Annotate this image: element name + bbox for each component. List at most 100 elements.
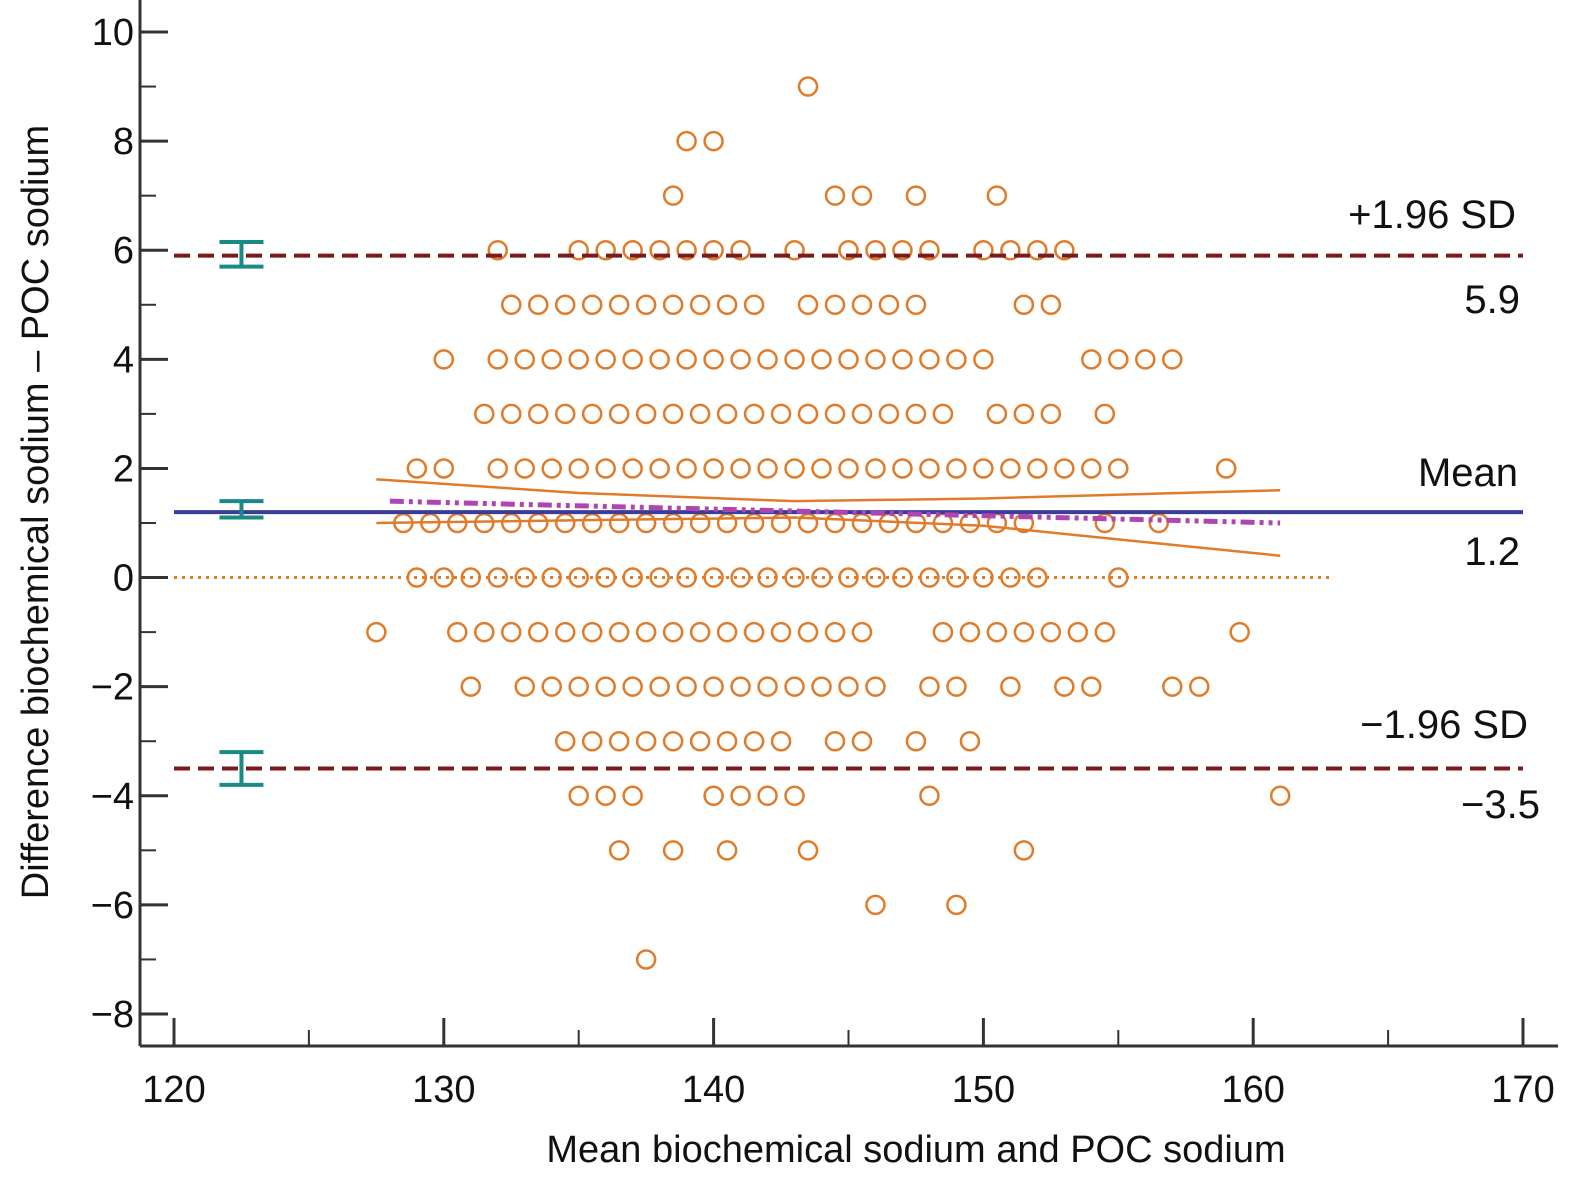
data-point <box>474 621 495 643</box>
data-point <box>1108 349 1129 370</box>
y-tick-label: 10 <box>92 12 134 54</box>
data-point <box>784 349 805 370</box>
x-tick-label: 160 <box>1221 1069 1284 1111</box>
data-point <box>554 730 576 752</box>
data-point <box>1000 676 1021 697</box>
y-tick-label: −6 <box>91 885 134 927</box>
data-point <box>608 403 630 425</box>
data-point <box>595 239 616 261</box>
data-point <box>851 730 873 752</box>
data-point <box>649 458 670 479</box>
data-point <box>608 621 630 643</box>
data-point <box>905 294 927 316</box>
data-point <box>541 676 562 697</box>
data-point <box>811 567 832 588</box>
data-point <box>1067 621 1089 643</box>
data-point <box>865 349 886 370</box>
data-point <box>501 403 522 425</box>
data-point <box>568 676 589 697</box>
data-point <box>932 403 954 425</box>
lower-loa-label: −1.96 SD <box>1360 703 1528 747</box>
data-point <box>1054 458 1075 479</box>
data-point <box>811 676 832 697</box>
data-point <box>541 349 562 370</box>
data-point <box>1000 239 1021 261</box>
data-point <box>851 512 873 534</box>
data-point <box>1000 567 1021 588</box>
data-point <box>811 349 832 370</box>
data-point <box>568 349 589 370</box>
data-point <box>1188 676 1210 697</box>
data-point <box>770 621 792 643</box>
data-point <box>635 512 657 534</box>
data-point <box>487 239 509 261</box>
x-tick-label: 120 <box>142 1069 205 1111</box>
data-point <box>649 349 670 370</box>
data-point <box>635 730 657 752</box>
data-point <box>797 294 819 316</box>
data-point <box>865 676 886 697</box>
data-point <box>716 730 738 752</box>
data-point <box>1269 785 1291 807</box>
data-point <box>514 349 535 370</box>
data-point <box>716 403 738 425</box>
data-point <box>527 512 549 534</box>
data-point <box>662 403 684 425</box>
data-point <box>433 349 455 370</box>
data-point <box>1013 294 1035 316</box>
data-point <box>474 403 495 425</box>
data-point <box>501 294 522 316</box>
data-point <box>622 785 643 807</box>
data-point <box>703 785 724 807</box>
data-point <box>568 567 589 588</box>
data-point <box>973 458 994 479</box>
data-point <box>865 894 886 916</box>
data-point <box>581 621 603 643</box>
data-point <box>1013 621 1035 643</box>
data-point <box>892 567 913 588</box>
data-point <box>676 567 697 588</box>
upper-loa-value: 5.9 <box>1464 278 1520 322</box>
x-tick-label: 170 <box>1491 1069 1554 1111</box>
data-point <box>581 730 603 752</box>
x-axis-label: Mean biochemical sodium and POC sodium <box>546 1129 1285 1171</box>
y-tick-label: 8 <box>113 121 134 163</box>
data-point <box>649 567 670 588</box>
data-point <box>946 458 967 479</box>
data-point <box>973 567 994 588</box>
data-point <box>959 621 981 643</box>
data-point <box>838 676 859 697</box>
data-point <box>635 621 657 643</box>
data-point <box>689 621 711 643</box>
data-point <box>865 239 886 261</box>
data-point <box>1013 840 1035 861</box>
data-point <box>730 239 751 261</box>
data-point <box>1040 403 1062 425</box>
data-point <box>757 458 778 479</box>
data-point <box>649 676 670 697</box>
data-point <box>1162 676 1183 697</box>
data-point <box>838 239 859 261</box>
data-point <box>730 349 751 370</box>
data-point <box>514 676 535 697</box>
x-tick-label: 130 <box>412 1069 475 1111</box>
data-point <box>716 294 738 316</box>
y-tick-label: −4 <box>91 776 134 818</box>
data-point <box>487 458 509 479</box>
data-point <box>662 185 684 206</box>
data-point <box>1148 512 1170 534</box>
data-point <box>554 512 576 534</box>
data-point <box>946 676 967 697</box>
y-tick-label: 6 <box>113 230 134 272</box>
data-point <box>487 349 509 370</box>
data-point <box>676 130 697 152</box>
error-bar <box>219 240 264 269</box>
data-point <box>824 294 846 316</box>
data-point <box>892 349 913 370</box>
data-point <box>1081 458 1102 479</box>
data-point <box>1013 403 1035 425</box>
y-tick-label: 2 <box>113 448 134 490</box>
data-point <box>986 403 1008 425</box>
data-point <box>689 512 711 534</box>
